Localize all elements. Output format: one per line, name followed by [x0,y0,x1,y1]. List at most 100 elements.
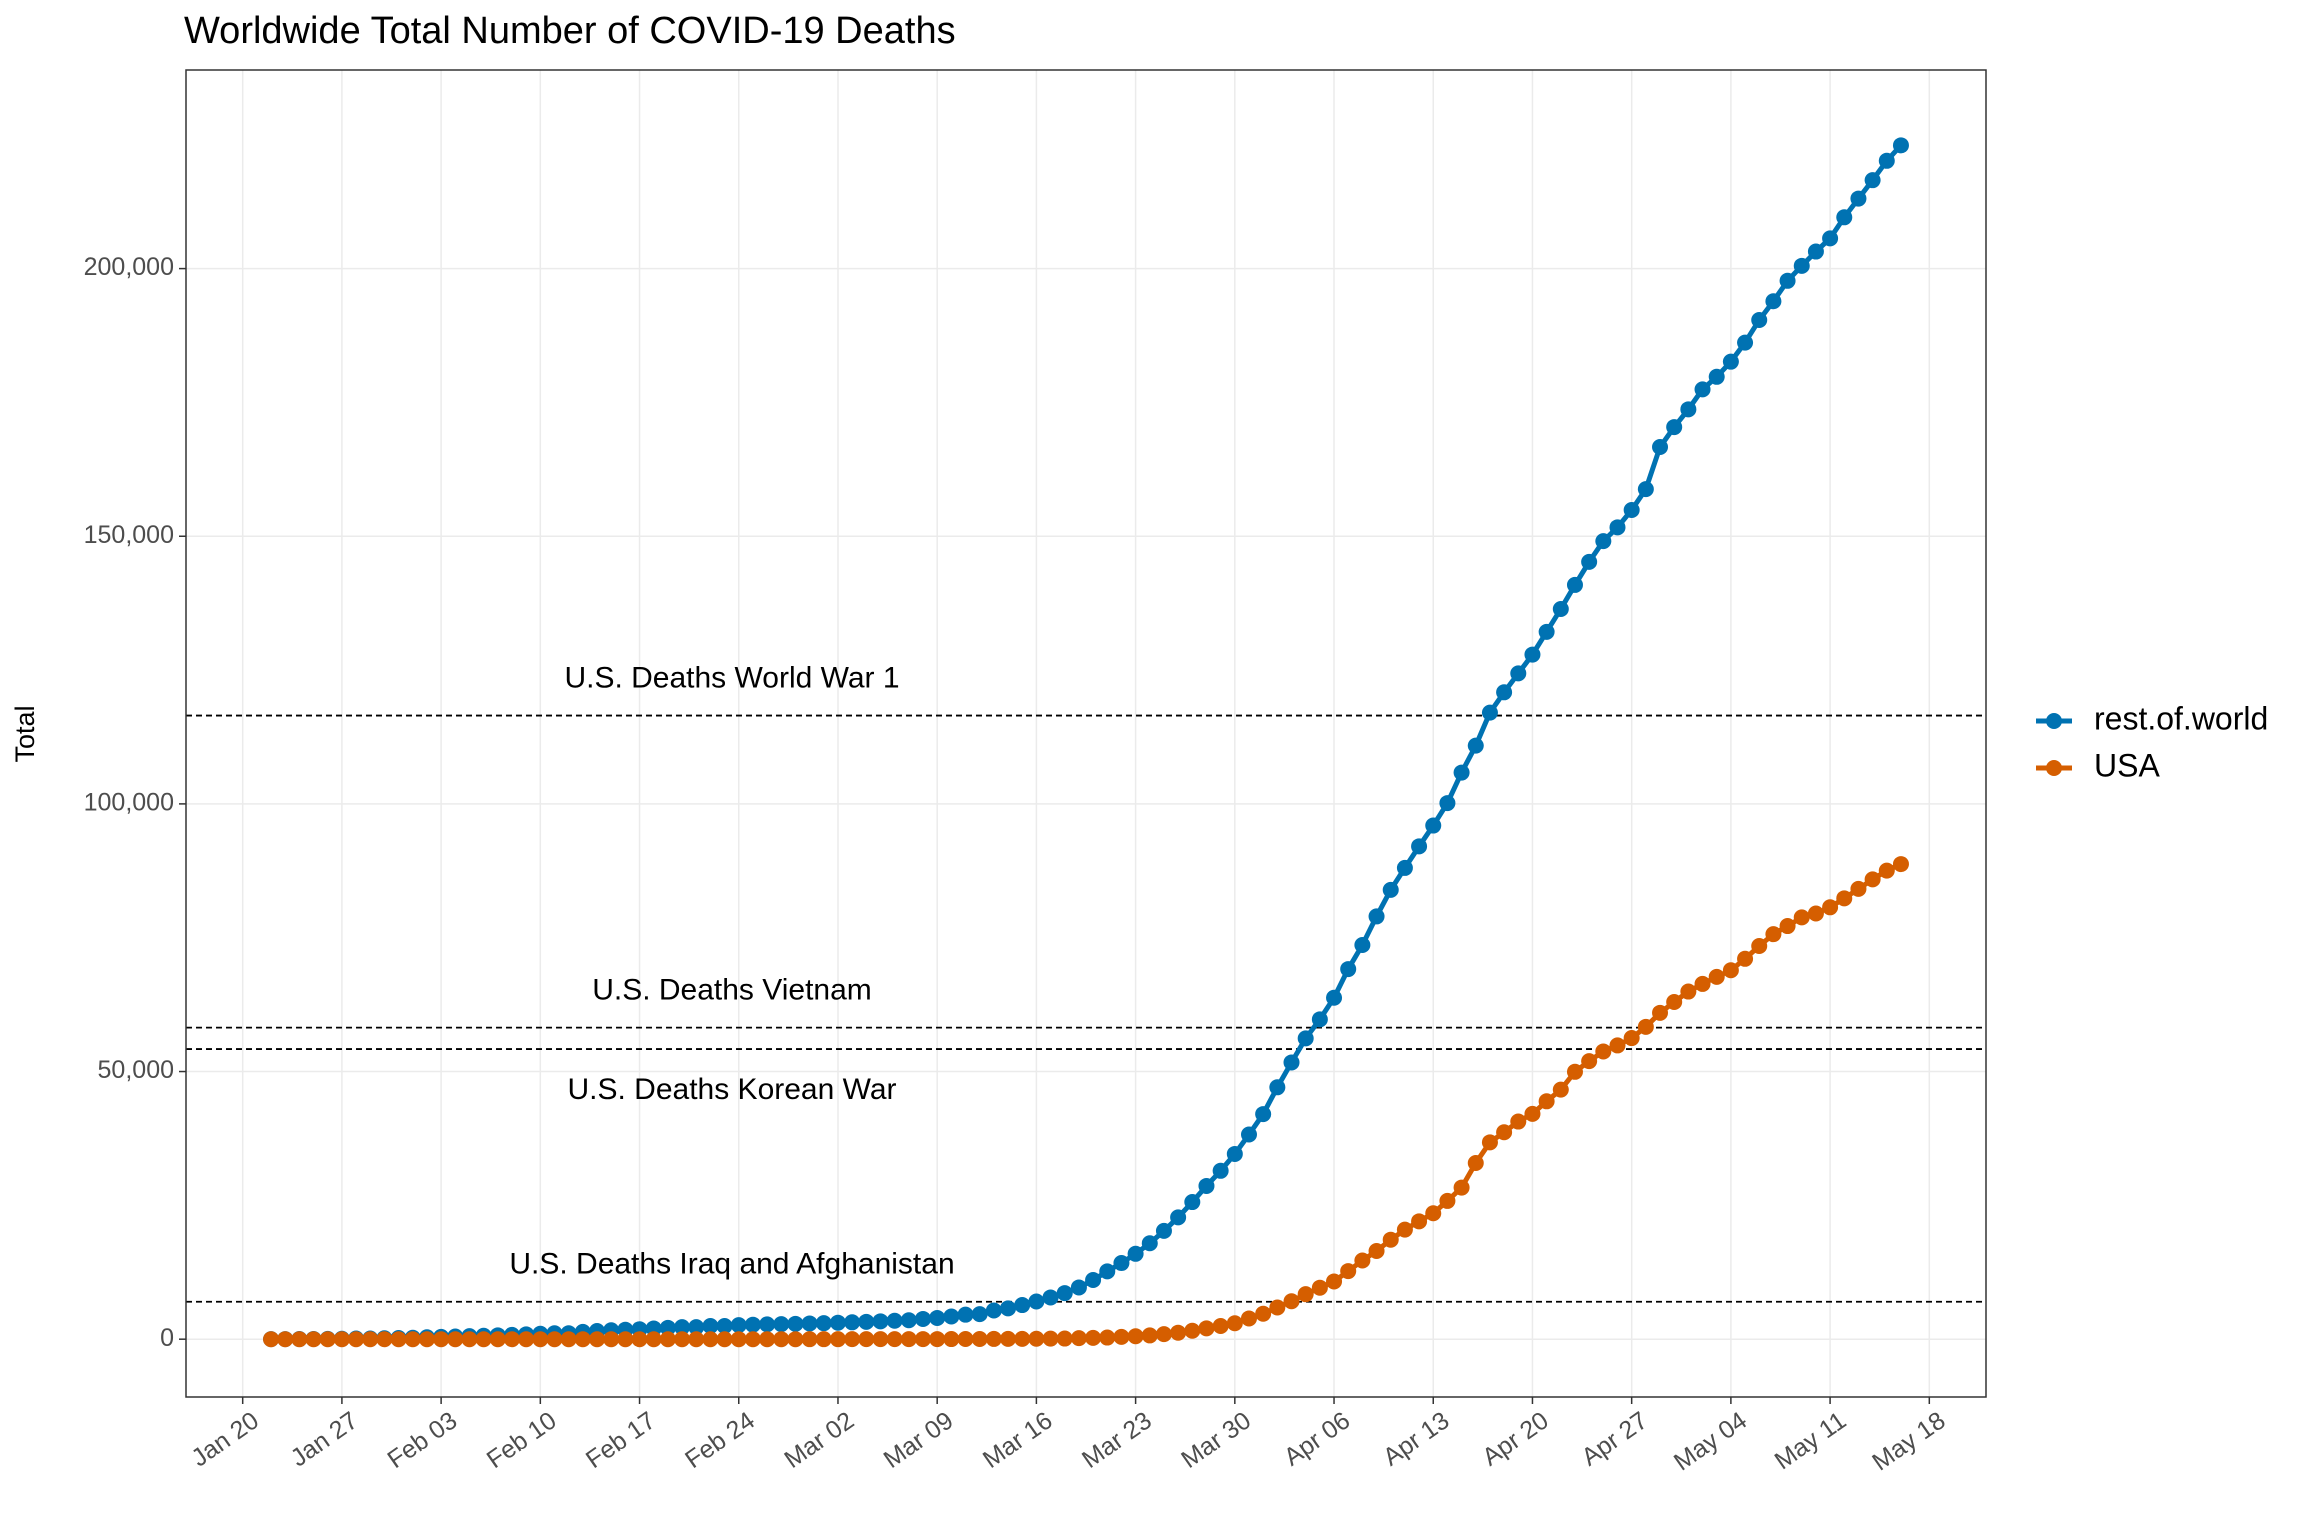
data-point [1368,908,1385,925]
data-point [1751,311,1768,328]
data-point [489,1331,506,1348]
data-point [1765,293,1782,310]
data-point [1822,899,1839,916]
data-point [1184,1194,1201,1211]
data-point [1297,1030,1314,1047]
data-point [1255,1106,1272,1123]
x-tick-label: Apr 13 [1378,1406,1454,1471]
data-point [1680,983,1697,1000]
data-point [1779,272,1796,289]
data-point [716,1331,733,1348]
data-point [1807,905,1824,922]
data-point [1028,1293,1045,1310]
data-point [957,1306,974,1323]
x-tick-label: Mar 23 [1077,1406,1157,1474]
data-point [1000,1330,1017,1347]
data-point [815,1331,832,1348]
data-point [1028,1330,1045,1347]
data-point [1198,1177,1215,1194]
data-point [560,1331,577,1348]
data-point [688,1319,705,1336]
data-point [971,1306,988,1323]
data-point [915,1310,932,1327]
data-point [1892,856,1909,873]
data-point [787,1331,804,1348]
data-point [1637,1018,1654,1035]
data-point [1566,1063,1583,1080]
data-point [1184,1322,1201,1339]
data-point [801,1331,818,1348]
x-tick-label: May 11 [1770,1406,1852,1475]
data-point [1056,1285,1073,1302]
data-point [263,1331,280,1348]
data-point [603,1331,620,1348]
data-point [674,1319,691,1336]
data-point [617,1331,634,1348]
data-point [1793,909,1810,926]
data-point [1524,1105,1541,1122]
reference-label: U.S. Deaths World War 1 [564,661,899,694]
data-point [1326,1273,1343,1290]
data-point [702,1318,719,1335]
x-tick-label: Feb 24 [680,1406,760,1474]
data-point [844,1331,861,1348]
y-tick-label: 150,000 [84,521,174,549]
data-point [1538,1093,1555,1110]
data-point [1864,172,1881,189]
data-point [971,1330,988,1347]
data-point [1340,1263,1357,1280]
data-point [1042,1289,1059,1306]
y-axis-label: Total [10,705,40,762]
data-point [1085,1329,1102,1346]
data-point [1311,1279,1328,1296]
data-point [645,1331,662,1348]
x-tick-label: Feb 10 [482,1406,562,1474]
reference-label: U.S. Deaths Iraq and Afghanistan [509,1248,954,1281]
data-point [1708,968,1725,985]
data-point [759,1331,776,1348]
data-point [858,1313,875,1330]
data-point [1212,1162,1229,1179]
data-point [404,1331,421,1348]
reference-label: U.S. Deaths Vietnam [592,974,872,1007]
data-point [1722,962,1739,979]
data-point [1694,975,1711,992]
data-point [1552,601,1569,618]
data-point [433,1331,450,1348]
data-point [858,1331,875,1348]
data-point [815,1315,832,1332]
x-tick-label: May 04 [1669,1406,1752,1476]
data-point [915,1331,932,1348]
data-point [929,1331,946,1348]
data-point [1737,334,1754,351]
data-point [348,1331,365,1348]
data-point [546,1331,563,1348]
data-point [333,1331,350,1348]
data-point [1453,1179,1470,1196]
data-point [1269,1079,1286,1096]
data-point [418,1331,435,1348]
data-point [1566,576,1583,593]
data-point [1283,1054,1300,1071]
data-point [929,1309,946,1326]
data-point [1368,1242,1385,1259]
data-point [985,1302,1002,1319]
data-point [829,1331,846,1348]
data-point [574,1331,591,1348]
data-point [1042,1330,1059,1347]
data-point [1652,439,1669,456]
data-point [1510,665,1527,682]
data-point [829,1314,846,1331]
legend-marker [2046,760,2062,776]
data-point [1481,1134,1498,1151]
y-tick-label: 50,000 [98,1056,174,1084]
data-point [730,1317,747,1334]
data-point [1666,419,1683,436]
data-point [1396,1221,1413,1238]
data-point [1694,381,1711,398]
data-point [1170,1209,1187,1226]
data-point [1382,881,1399,898]
data-point [688,1331,705,1348]
data-point [1127,1245,1144,1262]
